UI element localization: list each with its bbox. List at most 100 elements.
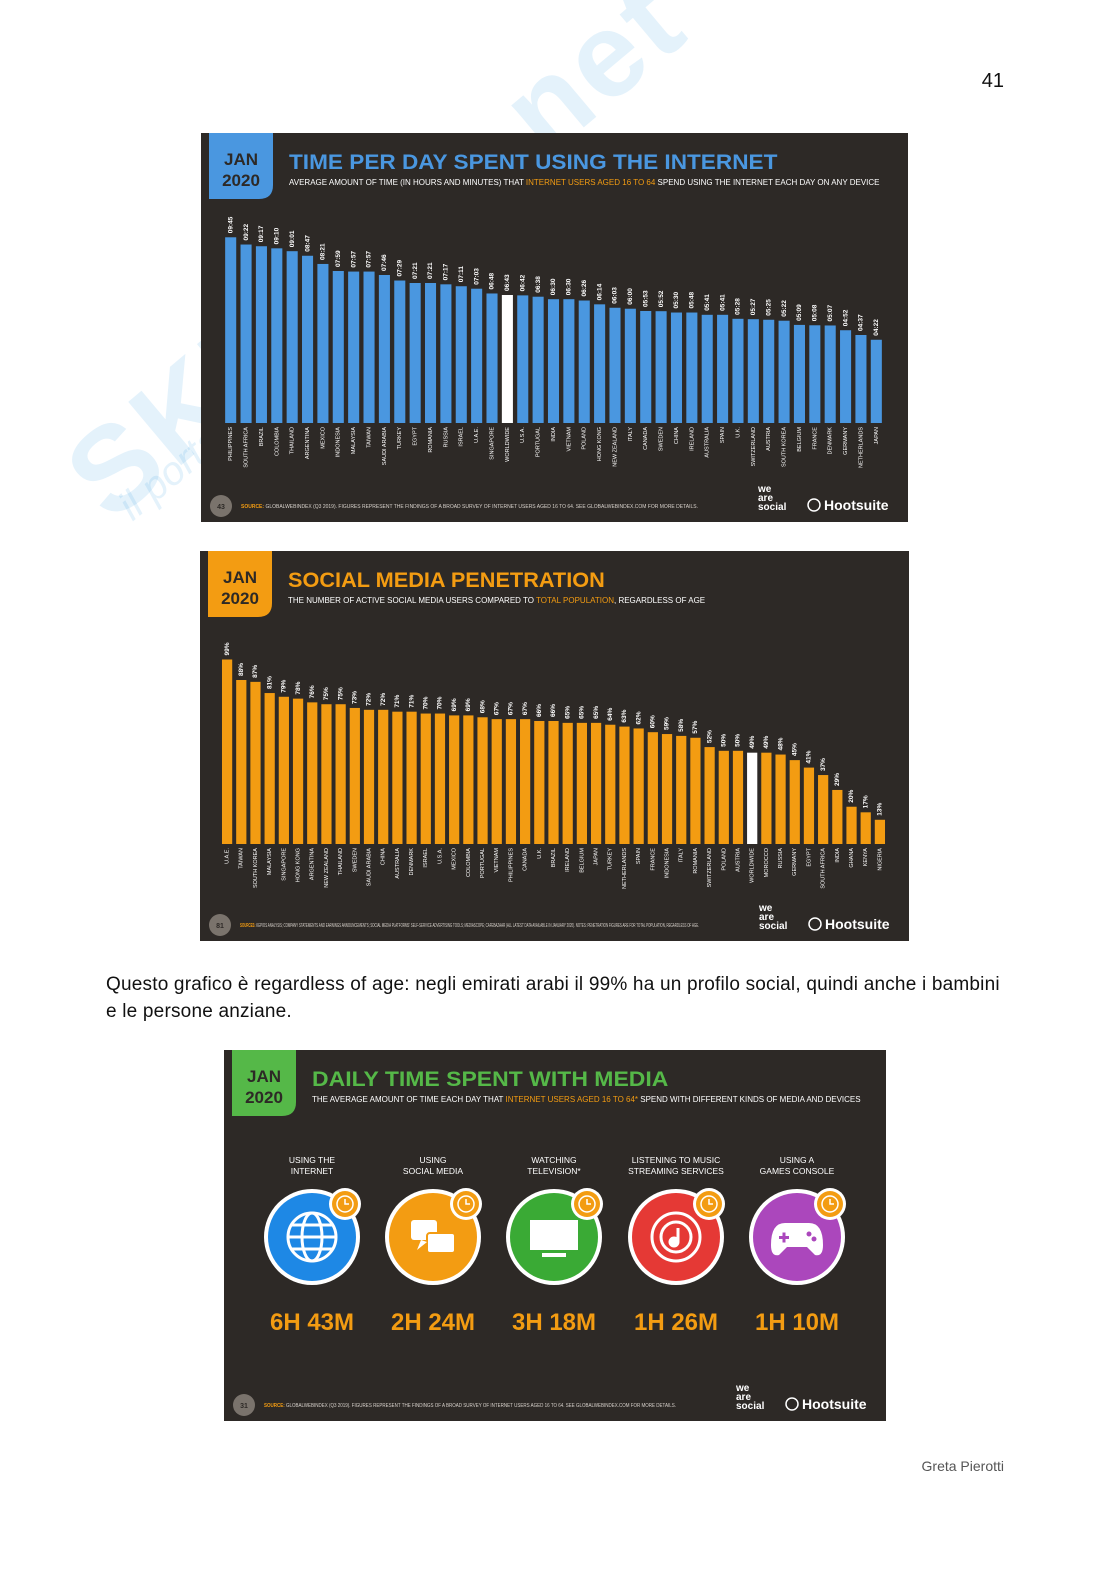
data-label: 71% [408,694,415,707]
data-label: 04:52 [842,309,849,326]
slide-number: 81 [216,923,224,930]
data-label: 05:22 [781,300,788,317]
data-label: 67% [493,702,500,715]
category-label: POLAND [582,427,588,450]
data-label: 58% [678,719,685,732]
data-label: 72% [380,693,387,706]
page-number: 41 [981,70,1004,92]
category-label: BELGIUM [579,848,585,873]
data-label: 69% [465,698,472,711]
data-label: 13% [877,803,884,816]
data-label: 71% [394,694,401,707]
data-label: 05:27 [750,298,757,315]
category-label: NETHERLANDS [858,427,864,468]
category-label: GERMANY [843,427,849,455]
category-label: SAUDI ARABIA [366,848,372,887]
bar [471,288,483,423]
media-time-value: 1H 26M [634,1309,718,1336]
category-label: VIETNAM [494,848,500,873]
subtitle-text-end: SPEND USING THE INTERNET EACH DAY ON ANY… [655,178,879,187]
data-label: 63% [621,709,628,722]
clock-face [578,1195,596,1213]
brand-hootsuite: Hootsuite [824,497,889,513]
badge-month: JAN [247,1067,281,1086]
bar [624,308,636,423]
slide-number: 31 [240,1403,248,1410]
bar [874,819,886,844]
source-label: SOURCE: [264,1403,286,1409]
source-note: SOURCE: GLOBALWEBINDEX (Q3 2019). FIGURE… [241,504,698,510]
source-text: GLOBALWEBINDEX (Q3 2019). FIGURES REPRES… [265,504,698,510]
data-label: 05:08 [812,304,819,321]
media-label-line1: USING [420,1155,447,1165]
data-label: 87% [252,665,259,678]
category-label: SWEDEN [659,427,665,451]
bar [363,271,375,423]
bar [449,715,460,844]
data-label: 75% [323,687,330,700]
bar [292,698,304,844]
brand-we-are-social: social [759,921,788,932]
infographic-daily-media: JAN 2020 DAILY TIME SPENT WITH MEDIA THE AV… [232,1050,867,1416]
bar [302,255,314,423]
bar [855,335,867,423]
bar [789,760,800,844]
bar [718,750,729,844]
slide-number-badge [233,1394,255,1416]
bar [221,659,233,844]
brand-hootsuite: Hootsuite [802,1396,867,1412]
data-label: 09:45 [227,216,234,233]
data-label: 76% [309,685,316,698]
data-label: 29% [834,773,841,786]
data-label: 75% [337,687,344,700]
data-label: 99% [224,642,231,655]
data-label: 07:21 [427,262,434,279]
bar [701,314,713,423]
footer-author: Greta Pierotti [921,1458,1004,1474]
subtitle-text: THE NUMBER OF ACTIVE SOCIAL MEDIA USERS … [288,596,536,605]
source-text: KEPIOS ANALYSIS; COMPANY STATEMENTS AND … [256,923,699,929]
media-label-line1: WATCHING [531,1155,576,1165]
category-label: JAPAN [594,848,600,865]
data-label: 72% [366,693,373,706]
bar [655,311,667,423]
category-label: SPAIN [720,427,726,443]
brand-we-are-social: we [757,484,772,495]
bar [420,713,431,844]
data-label: 07:11 [458,266,465,283]
bar [832,789,843,844]
category-label: SINGAPORE [281,848,287,881]
bar [676,735,687,844]
data-label: 52% [706,730,713,743]
source-label: SOURCE: [241,504,265,510]
category-label: PHILIPPINES [508,848,514,882]
category-label: THAILAND [338,848,344,875]
data-label: 08:47 [304,235,311,252]
source-text: GLOBALWEBINDEX (Q3 2019). FIGURES REPRES… [286,1403,676,1409]
bar [590,722,602,844]
data-label: 37% [820,758,827,771]
data-label: 79% [281,680,288,693]
slide-title: DAILY TIME SPENT WITH MEDIA [312,1068,668,1091]
bar [563,299,575,423]
tv-stand [542,1253,566,1257]
bar [392,711,403,844]
category-label: HONG KONG [597,427,603,461]
subtitle-text: THE AVERAGE AMOUNT OF TIME EACH DAY THAT [312,1095,506,1104]
category-label: ISRAEL [459,427,465,447]
category-label: CHINA [674,427,680,444]
data-label: 65% [564,706,571,719]
chat-bubble-front [426,1232,456,1254]
category-label: U.A.E. [225,848,231,864]
gamepad-body [771,1223,823,1256]
gamepad-icon [771,1223,823,1256]
brand-hootsuite: Hootsuite [825,916,890,932]
bar [505,719,517,844]
bar [332,271,344,423]
bar [225,237,237,423]
data-label: 05:25 [765,299,772,316]
category-label: TAIWAN [366,427,372,448]
data-label: 05:41 [704,294,711,311]
category-label: KENYA [863,848,869,867]
category-label: TURKEY [397,427,403,450]
